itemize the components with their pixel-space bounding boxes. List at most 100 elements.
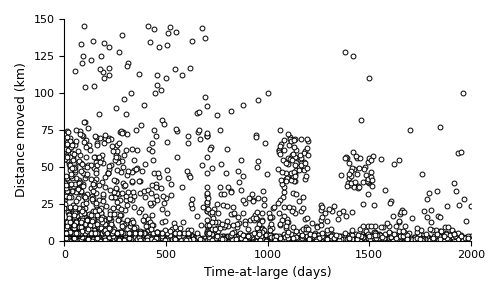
Point <box>62 238 70 243</box>
Point <box>433 233 441 238</box>
Point <box>90 233 98 238</box>
Point <box>239 233 247 237</box>
Point <box>317 207 325 212</box>
Point <box>134 238 142 243</box>
Point <box>64 234 72 238</box>
Point <box>70 231 78 236</box>
Point <box>94 236 102 241</box>
Point <box>322 237 330 242</box>
Point <box>76 184 84 189</box>
Point <box>84 227 92 231</box>
Point <box>283 237 291 242</box>
Point <box>62 235 70 240</box>
Point <box>74 236 82 241</box>
Point <box>169 236 177 241</box>
Point <box>147 227 155 231</box>
Point <box>66 136 74 140</box>
Point <box>134 236 142 241</box>
Point <box>187 201 195 206</box>
Point <box>128 147 136 152</box>
Point <box>137 235 145 240</box>
Point <box>63 235 71 239</box>
Point <box>72 234 80 238</box>
Point <box>102 237 110 242</box>
Point <box>286 238 294 243</box>
Point <box>124 237 132 242</box>
Point <box>144 235 152 240</box>
Point <box>300 160 308 164</box>
Point <box>438 233 446 238</box>
Point <box>384 238 392 242</box>
Point <box>381 236 389 241</box>
Point <box>295 198 303 203</box>
Point <box>130 238 138 243</box>
Point <box>400 209 408 214</box>
Point <box>362 232 370 237</box>
Point <box>82 235 90 240</box>
Point <box>204 237 212 241</box>
Point <box>79 229 87 234</box>
Point <box>118 236 126 240</box>
Point <box>113 191 121 196</box>
Point <box>67 236 75 240</box>
Point <box>136 236 143 240</box>
Point <box>78 236 86 240</box>
Point <box>94 237 102 242</box>
Point <box>86 237 94 241</box>
Point <box>78 221 86 226</box>
Point <box>126 237 134 242</box>
Point <box>248 192 256 196</box>
Point <box>184 168 192 173</box>
Point <box>143 229 151 234</box>
Point <box>70 238 78 242</box>
Point <box>96 236 104 241</box>
Point <box>88 236 96 241</box>
Point <box>105 235 113 240</box>
Point <box>117 230 125 235</box>
Point <box>82 238 90 243</box>
Point <box>304 233 312 238</box>
Point <box>180 231 188 236</box>
Point <box>62 237 70 241</box>
Point <box>67 236 75 241</box>
Point <box>393 237 401 242</box>
Point <box>173 236 181 241</box>
Point <box>454 235 462 240</box>
Point <box>88 235 96 240</box>
Point <box>78 235 86 240</box>
Point <box>78 235 86 240</box>
Point <box>116 238 124 242</box>
Point <box>121 233 129 238</box>
Point <box>104 237 112 242</box>
Point <box>92 235 100 240</box>
Point <box>80 163 88 168</box>
Point <box>130 238 138 242</box>
Point <box>108 235 116 239</box>
Point <box>402 235 410 240</box>
Point <box>160 219 168 224</box>
Point <box>106 237 114 242</box>
Point <box>68 218 76 223</box>
Point <box>362 229 370 233</box>
Point <box>246 234 254 239</box>
Point <box>126 224 134 229</box>
Point <box>284 132 292 137</box>
Point <box>335 211 343 216</box>
Point <box>110 232 118 236</box>
Point <box>230 211 237 215</box>
Point <box>332 232 340 237</box>
Point <box>122 233 130 237</box>
Point <box>198 238 205 243</box>
Point <box>122 234 130 239</box>
Point <box>390 232 398 236</box>
Point <box>68 166 76 171</box>
Point <box>88 234 96 238</box>
Point <box>260 197 268 202</box>
Point <box>358 236 366 241</box>
Point <box>74 234 82 238</box>
Point <box>63 129 71 134</box>
Point <box>441 237 449 241</box>
Point <box>126 237 134 242</box>
Point <box>228 237 236 242</box>
Point <box>350 166 358 171</box>
